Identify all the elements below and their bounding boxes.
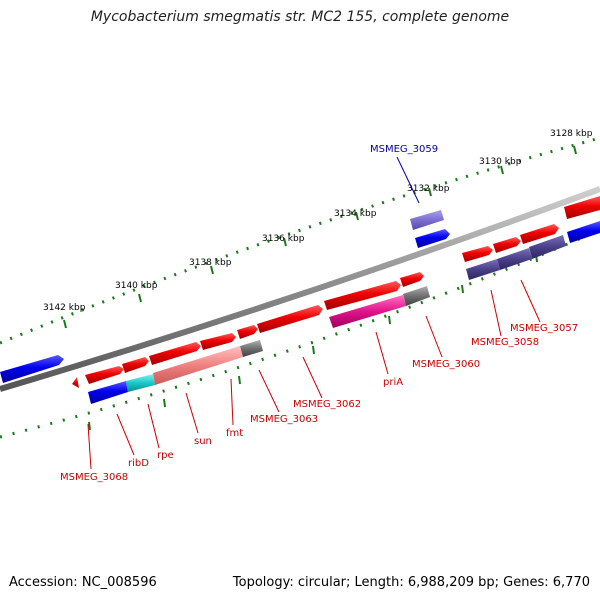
gene-label[interactable]: ribD [128,458,149,469]
gene-arrow[interactable] [567,221,600,243]
leader-line [147,403,160,449]
major-tick [573,145,577,155]
major-tick [388,315,391,325]
gene-arrow[interactable] [329,295,406,328]
leader-line [396,156,420,204]
major-tick [500,165,504,175]
major-tick [283,237,287,247]
major-tick [88,421,91,431]
gene-arrow[interactable] [240,340,263,357]
major-tick [63,319,67,329]
gene-arrow[interactable] [493,237,521,253]
gene-arrow[interactable] [410,210,444,230]
gene-arrow[interactable] [200,333,236,350]
gene-arrow[interactable] [403,286,430,306]
tick-labels: 3128 kbp 3130 kbp 3132 kbp 3134 kbp 3136… [43,129,593,313]
gene-arrow[interactable] [415,229,450,248]
leader-line [185,392,199,434]
major-tick [163,398,166,408]
leader-line [520,279,541,323]
leader-line [258,369,280,413]
gene-arrow[interactable] [462,246,493,262]
forward-strand-features [0,196,600,388]
inner-dotted-ring [0,228,600,439]
gene-arrow[interactable] [237,325,258,339]
gene-arrow[interactable] [324,281,401,310]
gene-label[interactable]: MSMEG_3063 [250,414,318,425]
major-tick [355,211,359,221]
gene-arrow[interactable] [497,248,532,270]
major-tick [238,375,241,385]
outer-tick-ring [0,136,600,345]
genome-backbone [0,186,600,392]
gene-arrow[interactable] [85,366,124,384]
genome-summary-text: Topology: circular; Length: 6,988,209 bp… [232,575,590,590]
map-title: Mycobacterium smegmatis str. MC2 155, co… [90,9,510,25]
gene-arrow[interactable] [400,272,424,287]
major-tick [312,345,315,355]
major-tick [138,293,142,303]
major-tick [428,187,432,197]
gene-arrow[interactable] [149,342,201,365]
tick-label: 3128 kbp [550,129,593,139]
gene-labels: MSMEG_3059 MSMEG_3057 MSMEG_3058 MSMEG_3… [60,144,578,483]
leader-line [425,315,443,358]
leader-line [230,378,234,426]
reverse-strand-features [88,210,600,404]
gene-arrow[interactable] [126,374,155,392]
gene-arrow[interactable] [529,235,566,259]
leader-line [490,289,502,337]
outer-dotted-ring [0,136,600,345]
gene-arrow[interactable] [122,357,149,373]
major-tick [461,284,464,294]
gene-label[interactable]: MSMEG_3060 [412,359,480,370]
gene-label[interactable]: priA [383,377,403,388]
tick-label: 3130 kbp [479,157,522,167]
gene-label[interactable]: MSMEG_3062 [293,399,361,410]
gene-arrow[interactable] [88,381,128,404]
accession-text: Accession: NC_008596 [9,575,157,590]
tick-label: 3140 kbp [115,281,158,291]
gene-label[interactable]: MSMEG_3057 [510,323,578,334]
leader-line [87,423,92,470]
gene-label[interactable]: MSMEG_3058 [471,337,539,348]
tick-label: 3142 kbp [43,303,86,313]
major-tick [210,265,214,275]
label-leaders [87,156,541,470]
gene-label[interactable]: sun [194,436,212,447]
gene-arrow[interactable] [257,305,323,333]
gene-arrow[interactable] [564,196,600,219]
leader-line [375,331,389,375]
tick-label: 3138 kbp [189,258,232,268]
leader-line [116,413,135,456]
gene-arrow[interactable] [0,355,64,383]
tick-label: 3136 kbp [262,234,305,244]
gene-label[interactable]: MSMEG_3059 [370,144,438,155]
gene-label[interactable]: rpe [157,450,174,461]
gene-label[interactable]: MSMEG_3068 [60,472,128,483]
gene-arrow[interactable] [153,346,243,385]
gene-label[interactable]: fmt [226,428,243,439]
gene-arrow[interactable] [466,259,500,280]
gene-arrow[interactable] [72,377,79,388]
tick-label: 3132 kbp [407,184,450,194]
tick-label: 3134 kbp [334,209,377,219]
leader-line [302,356,323,399]
gene-arrow[interactable] [520,224,559,244]
